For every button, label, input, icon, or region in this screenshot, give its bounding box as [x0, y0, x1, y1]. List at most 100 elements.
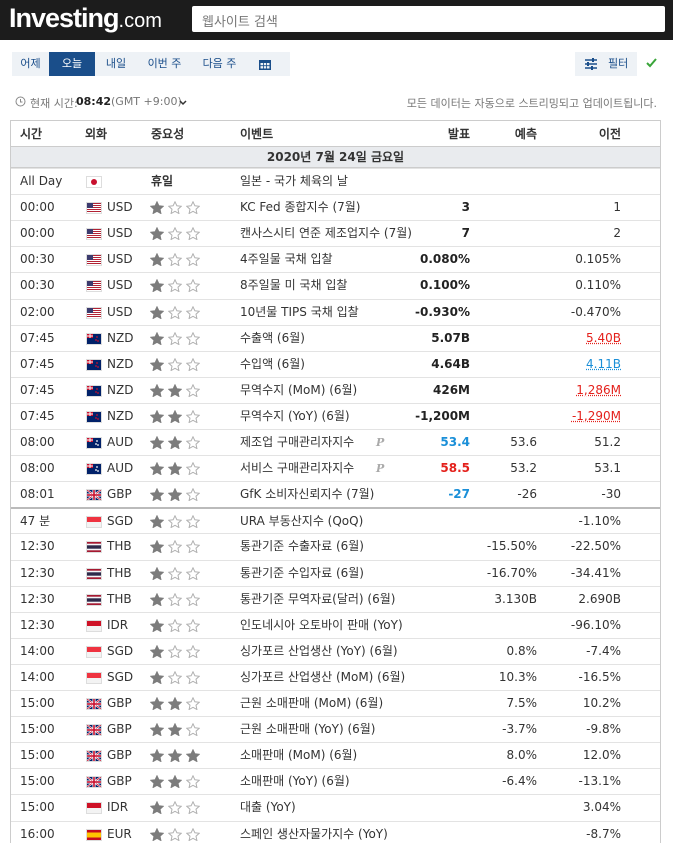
star-empty [186, 383, 200, 397]
event-row: 07:45 NZD 무역수지 (YoY) (6월) -1,200M -1,290M [11, 402, 660, 429]
star-empty [186, 331, 200, 345]
event-name[interactable]: 스페인 생산자물가지수 (YoY) [240, 826, 388, 841]
event-name[interactable]: GfK 소비자신뢰지수 (7월) [240, 487, 375, 502]
flag-part [97, 470, 99, 472]
star-filled [150, 749, 164, 763]
flag-part [87, 209, 101, 211]
flag-part [87, 255, 93, 261]
event-name[interactable]: 4주일물 국채 입찰 [240, 252, 333, 267]
flag-part [87, 316, 101, 318]
actual-value: 5.07B [431, 330, 470, 345]
flag-part [87, 464, 101, 475]
search-box[interactable]: 웹사이트 검색 [192, 6, 665, 32]
event-name[interactable]: KC Fed 종합지수 (7월) [240, 200, 361, 215]
logo[interactable]: Investing.com [9, 3, 162, 34]
star-filled [150, 827, 164, 841]
star-empty [186, 697, 200, 710]
event-name[interactable]: 제조업 구매관리자지수 [240, 435, 355, 449]
star-empty [186, 670, 200, 684]
calendar-icon[interactable] [258, 58, 272, 71]
event-time: 00:30 [20, 252, 55, 267]
event-name[interactable]: 인도네시아 오토바이 판매 (YoY) [240, 617, 403, 632]
star-filled [168, 383, 182, 397]
flag-part [87, 258, 101, 260]
event-name[interactable]: 통관기준 수입자료 (6월) [240, 565, 364, 580]
previous-value: 1 [613, 200, 621, 215]
star-filled [150, 279, 164, 293]
flag-part [87, 620, 101, 626]
flag-part [87, 803, 101, 809]
column-header[interactable]: 이벤트 [240, 127, 274, 141]
event-time: 08:00 [20, 461, 55, 476]
flag [86, 358, 102, 371]
flag-part [87, 545, 101, 550]
event-time: 15:00 [20, 748, 55, 763]
event-name[interactable]: 대출 (YoY) [240, 800, 296, 815]
event-name[interactable]: 서비스 구매관리자지수 [240, 461, 355, 476]
star-empty [168, 827, 182, 841]
flag [86, 332, 102, 345]
event-name[interactable]: 소매판매 (MoM) (6월) [240, 748, 358, 763]
event-name[interactable]: 통관기준 무역자료(달러) (6월) [240, 591, 396, 606]
column-header[interactable]: 발표 [447, 127, 470, 141]
tab[interactable]: 오늘 [49, 52, 95, 76]
event-name[interactable]: 무역수지 (YoY) (6월) [240, 408, 350, 423]
star-filled [168, 697, 182, 710]
event-row: 00:00 USD 캔사스시티 연준 제조업지수 (7월) 7 2 [11, 220, 660, 246]
star-filled [150, 670, 164, 684]
column-header[interactable]: 시간 [20, 127, 43, 141]
star-filled [150, 644, 164, 658]
previous-value: -1,290M [571, 408, 621, 423]
actual-value: -0.930% [415, 304, 470, 319]
tab[interactable]: 내일 [105, 57, 127, 70]
event-name[interactable]: 수입액 (6월) [240, 356, 305, 371]
event-name[interactable]: 소매판매 (YoY) (6월) [240, 774, 350, 789]
event-name[interactable]: 싱가포르 산업생산 (MoM) (6월) [240, 669, 406, 684]
stream-note: 모든 데이터는 자동으로 스트리밍되고 업데이트됩니다. [406, 97, 657, 110]
flag-part [93, 699, 95, 709]
event-name[interactable]: 근원 소매판매 (YoY) (6월) [240, 722, 376, 737]
event-name[interactable]: 통관기준 수출자료 (6월) [240, 539, 364, 554]
star-filled [150, 227, 164, 241]
flag-part [87, 236, 101, 238]
forecast-value: 53.2 [510, 461, 537, 476]
event-row: 15:00 GBP 소매판매 (MoM) (6월) 8.0% 12.0% [11, 742, 660, 768]
star-empty [186, 540, 200, 554]
time-bar: 현재 시간: 08:42 (GMT +9:00) 모든 데이터는 자동으로 스트… [15, 94, 660, 110]
star-filled [168, 462, 182, 476]
column-header[interactable]: 예측 [514, 127, 537, 141]
event-name[interactable]: 캔사스시티 연준 제조업지수 (7월) [240, 226, 412, 241]
event-name[interactable]: 싱가포르 산업생산 (YoY) (6월) [240, 643, 398, 658]
flag-part [87, 597, 101, 602]
flag [86, 567, 102, 580]
event-name[interactable]: 일본 - 국가 체육의 날 [240, 174, 348, 188]
tab[interactable]: 어제 [20, 57, 41, 70]
column-header[interactable]: 중요성 [151, 127, 185, 141]
column-header[interactable]: 외화 [85, 127, 108, 141]
flag-part [87, 211, 101, 213]
previous-value: 5.40B [586, 330, 621, 345]
star-filled [150, 723, 164, 737]
event-name[interactable]: 8주일물 미 국채 입찰 [240, 278, 348, 293]
event-name[interactable]: 수출액 (6월) [240, 330, 305, 345]
star-filled [168, 749, 182, 763]
event-name[interactable]: URA 부동산지수 (QoQ) [240, 514, 364, 529]
event-name[interactable]: 근원 소매판매 (MoM) (6월) [240, 696, 384, 710]
holiday-label: 휴일 [151, 174, 174, 188]
event-name[interactable]: 무역수지 (MoM) (6월) [240, 382, 358, 397]
star-empty [186, 723, 200, 737]
event-name[interactable]: 10년물 TIPS 국채 입찰 [240, 304, 359, 319]
tab[interactable]: 이번 주 [147, 57, 182, 70]
column-header[interactable]: 이전 [598, 127, 621, 141]
star-empty [186, 201, 200, 215]
tab[interactable]: 다음 주 [202, 57, 237, 70]
flag-part [96, 413, 98, 416]
star-empty [186, 566, 200, 580]
filter-button[interactable]: 필터 [575, 52, 637, 76]
time-zone[interactable]: (GMT +9:00) [111, 95, 182, 108]
previous-value: 3.04% [582, 800, 621, 815]
star-filled [150, 697, 164, 710]
star-empty [186, 253, 200, 267]
flag-part [87, 359, 101, 370]
star-filled [150, 515, 164, 529]
